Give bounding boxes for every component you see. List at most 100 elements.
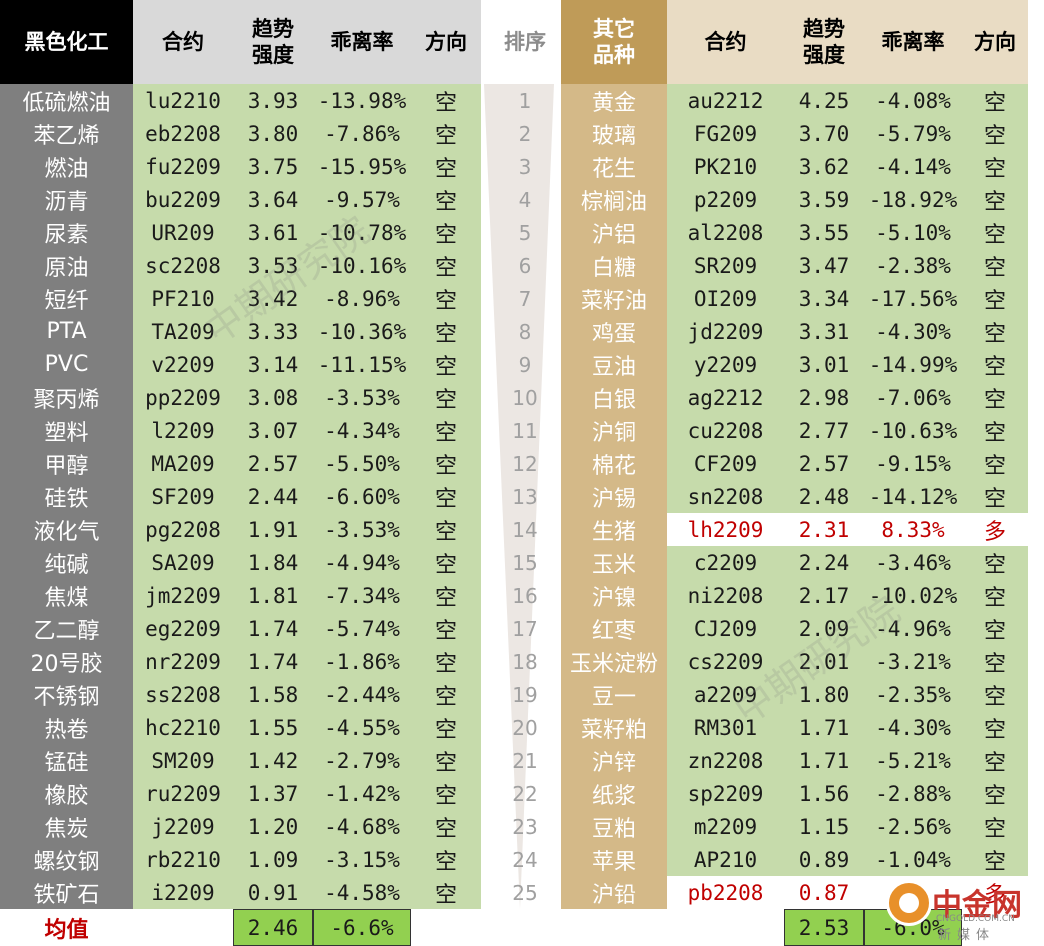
left-trend-strength: 3.61 — [233, 216, 313, 249]
left-variety-name: 橡胶 — [0, 777, 133, 810]
left-variety-name: 硅铁 — [0, 480, 133, 513]
footer-left-trend-average: 2.46 — [233, 909, 313, 946]
left-deviation-rate: -8.96% — [313, 282, 411, 315]
right-direction: 空 — [962, 150, 1028, 183]
right-contract-code: sp2209 — [667, 777, 784, 810]
right-contract-code: c2209 — [667, 546, 784, 579]
right-direction: 空 — [962, 843, 1028, 876]
right-trend-strength: 1.15 — [784, 810, 864, 843]
right-variety-name: 菜籽油 — [561, 282, 667, 315]
left-contract-code: MA209 — [133, 447, 233, 480]
right-deviation-rate: -14.12% — [864, 480, 962, 513]
left-contract-code: fu2209 — [133, 150, 233, 183]
left-deviation-rate: -10.36% — [313, 315, 411, 348]
left-deviation-rate: -4.34% — [313, 414, 411, 447]
left-direction: 空 — [411, 282, 481, 315]
rank-number: 17 — [512, 616, 538, 641]
left-contract-code: SF209 — [133, 480, 233, 513]
right-variety-name: 白糖 — [561, 249, 667, 282]
right-direction: 空 — [962, 84, 1028, 117]
left-variety-name: 液化气 — [0, 513, 133, 546]
right-contract-code: y2209 — [667, 348, 784, 381]
rank-number: 8 — [518, 319, 532, 344]
right-deviation-rate: -7.06% — [864, 381, 962, 414]
right-contract-code: sn2208 — [667, 480, 784, 513]
right-deviation-rate: -18.92% — [864, 183, 962, 216]
left-deviation-rate: -13.98% — [313, 84, 411, 117]
left-variety-name: 螺纹钢 — [0, 843, 133, 876]
right-trend-strength: 1.80 — [784, 678, 864, 711]
left-direction: 空 — [411, 249, 481, 282]
header-trend-left: 趋势 强度 — [233, 0, 313, 84]
right-contract-code: m2209 — [667, 810, 784, 843]
left-contract-code: TA209 — [133, 315, 233, 348]
right-direction: 空 — [962, 282, 1028, 315]
right-trend-strength: 2.77 — [784, 414, 864, 447]
right-direction: 空 — [962, 579, 1028, 612]
header-direction-left: 方向 — [411, 0, 481, 84]
rank-number: 5 — [518, 220, 532, 245]
right-deviation-rate: -4.30% — [864, 315, 962, 348]
right-direction: 空 — [962, 249, 1028, 282]
right-trend-strength: 3.01 — [784, 348, 864, 381]
right-direction: 空 — [962, 612, 1028, 645]
right-variety-name: 棉花 — [561, 447, 667, 480]
left-trend-strength: 3.08 — [233, 381, 313, 414]
right-direction: 空 — [962, 183, 1028, 216]
left-deviation-rate: -15.95% — [313, 150, 411, 183]
right-deviation-rate: -2.56% — [864, 810, 962, 843]
left-contract-code: l2209 — [133, 414, 233, 447]
right-contract-code: cs2209 — [667, 645, 784, 678]
right-variety-name: 红枣 — [561, 612, 667, 645]
right-direction: 空 — [962, 810, 1028, 843]
left-trend-strength: 3.80 — [233, 117, 313, 150]
right-variety-name: 玉米 — [561, 546, 667, 579]
right-trend-strength: 1.71 — [784, 744, 864, 777]
left-contract-code: UR209 — [133, 216, 233, 249]
right-direction: 多 — [962, 876, 1028, 909]
left-direction: 空 — [411, 348, 481, 381]
right-trend-strength: 2.01 — [784, 645, 864, 678]
left-contract-code: rb2210 — [133, 843, 233, 876]
right-variety-name: 沪锌 — [561, 744, 667, 777]
rank-number: 19 — [512, 682, 538, 707]
left-deviation-rate: -7.86% — [313, 117, 411, 150]
left-variety-name: 尿素 — [0, 216, 133, 249]
right-contract-code: PK210 — [667, 150, 784, 183]
left-variety-name: 苯乙烯 — [0, 117, 133, 150]
right-direction: 多 — [962, 513, 1028, 546]
right-trend-strength: 3.59 — [784, 183, 864, 216]
left-contract-code: eb2208 — [133, 117, 233, 150]
footer-right-trend-average: 2.53 — [784, 909, 864, 946]
right-contract-code: ni2208 — [667, 579, 784, 612]
rank-number: 7 — [518, 286, 532, 311]
right-deviation-rate: -2.88% — [864, 777, 962, 810]
left-contract-code: SA209 — [133, 546, 233, 579]
rank-number: 25 — [512, 880, 538, 905]
right-variety-name: 玉米淀粉 — [561, 645, 667, 678]
header-contract-right: 合约 — [667, 0, 784, 84]
right-contract-code: pb2208 — [667, 876, 784, 909]
left-deviation-rate: -7.34% — [313, 579, 411, 612]
left-variety-name: 不锈钢 — [0, 678, 133, 711]
right-deviation-rate: -4.96% — [864, 612, 962, 645]
left-contract-code: bu2209 — [133, 183, 233, 216]
right-contract-code: RM301 — [667, 711, 784, 744]
right-deviation-rate: 8.33% — [864, 513, 962, 546]
right-trend-strength: 2.17 — [784, 579, 864, 612]
left-variety-name: 聚丙烯 — [0, 381, 133, 414]
rank-number: 21 — [512, 748, 538, 773]
left-contract-code: eg2209 — [133, 612, 233, 645]
left-deviation-rate: -6.60% — [313, 480, 411, 513]
left-direction: 空 — [411, 711, 481, 744]
rank-number: 20 — [512, 715, 538, 740]
right-contract-code: al2208 — [667, 216, 784, 249]
right-variety-name: 棕榈油 — [561, 183, 667, 216]
right-deviation-rate: -5.21% — [864, 744, 962, 777]
right-contract-code: au2212 — [667, 84, 784, 117]
left-variety-name: 焦炭 — [0, 810, 133, 843]
left-trend-strength: 3.75 — [233, 150, 313, 183]
left-trend-strength: 3.53 — [233, 249, 313, 282]
right-contract-code: CF209 — [667, 447, 784, 480]
right-contract-code: p2209 — [667, 183, 784, 216]
